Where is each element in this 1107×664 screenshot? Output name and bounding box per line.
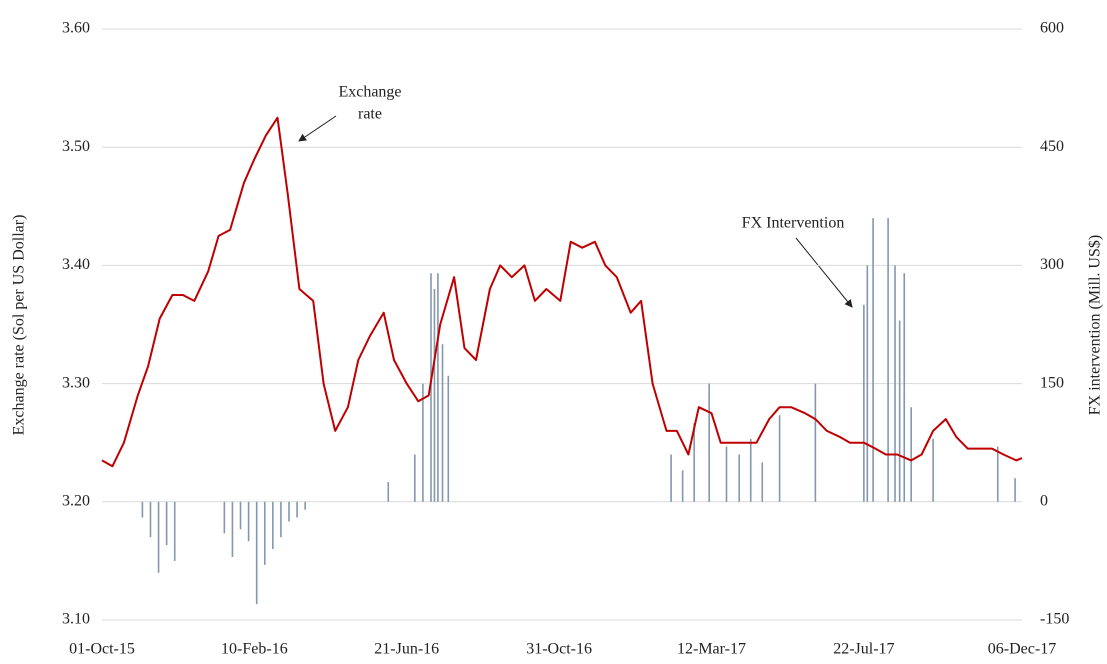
y-tick-label: 3.10 — [62, 611, 90, 628]
x-tick-label: 21-Jun-16 — [374, 641, 439, 658]
bar — [447, 375, 450, 502]
bar — [738, 454, 740, 502]
bar — [280, 501, 282, 538]
y2-tick-label: 0 — [1040, 492, 1048, 509]
bar — [433, 289, 436, 502]
x-tick-label: 31-Oct-16 — [526, 641, 592, 658]
bar — [223, 501, 226, 534]
bar — [165, 501, 168, 546]
y2-tick-label: 450 — [1040, 138, 1064, 155]
bar — [708, 383, 710, 502]
x-tick-label: 22-Jul-17 — [833, 641, 894, 658]
annotation-arrow — [795, 237, 853, 308]
y-tick-label: 3.20 — [62, 492, 90, 509]
bar — [681, 470, 684, 502]
bar — [231, 501, 234, 557]
y-tick-label: 3.30 — [62, 374, 90, 391]
bar — [272, 501, 274, 550]
y2-axis-label: FX intervention (Mill. US$) — [1087, 235, 1104, 415]
bar — [141, 501, 144, 518]
bar — [414, 454, 416, 502]
bar — [872, 218, 874, 502]
y-tick-label: 3.50 — [62, 138, 90, 155]
bar — [670, 454, 672, 502]
y-tick-label: 3.60 — [62, 20, 90, 37]
bar — [1014, 478, 1016, 502]
x-tick-label: 01-Oct-15 — [69, 641, 135, 658]
annotation-arrow — [298, 115, 337, 142]
bar — [288, 501, 290, 522]
bar — [761, 462, 764, 502]
bar — [296, 501, 298, 518]
bar — [693, 423, 695, 502]
bar — [903, 273, 906, 502]
annotation: rate — [358, 106, 382, 123]
annotation: FX Intervention — [742, 215, 845, 232]
y2-tick-label: 600 — [1040, 20, 1064, 37]
bar — [263, 501, 266, 565]
x-tick-label: 10-Feb-16 — [221, 641, 288, 658]
bar — [932, 438, 934, 502]
y-axis-label: Exchange rate (Sol per US Dollar) — [11, 215, 28, 436]
y2-tick-label: 300 — [1040, 256, 1064, 273]
bar — [247, 501, 250, 542]
bar — [866, 265, 869, 502]
bar — [441, 344, 444, 502]
bar — [996, 446, 999, 502]
bar — [173, 501, 176, 561]
bar — [239, 501, 242, 530]
bar — [255, 501, 258, 605]
y-tick-label: 3.40 — [62, 256, 90, 273]
bar — [725, 446, 728, 502]
bar — [304, 501, 306, 510]
y2-tick-label: 150 — [1040, 374, 1064, 391]
bar — [749, 438, 752, 502]
bar — [898, 320, 901, 502]
annotation: Exchange — [338, 84, 401, 101]
bar — [157, 501, 160, 573]
bar — [422, 383, 424, 502]
x-tick-label: 06-Dec-17 — [988, 641, 1056, 658]
bar — [778, 415, 781, 502]
bar — [887, 218, 889, 502]
bar — [149, 501, 152, 538]
bar — [387, 482, 390, 502]
bar — [863, 304, 865, 502]
bar — [814, 383, 817, 502]
x-tick-label: 12-Mar-17 — [677, 641, 746, 658]
bar — [894, 265, 896, 502]
bar — [910, 407, 912, 502]
exchange-rate-line — [101, 116, 1023, 468]
bar — [437, 273, 439, 502]
y2-tick-label: -150 — [1040, 611, 1069, 628]
